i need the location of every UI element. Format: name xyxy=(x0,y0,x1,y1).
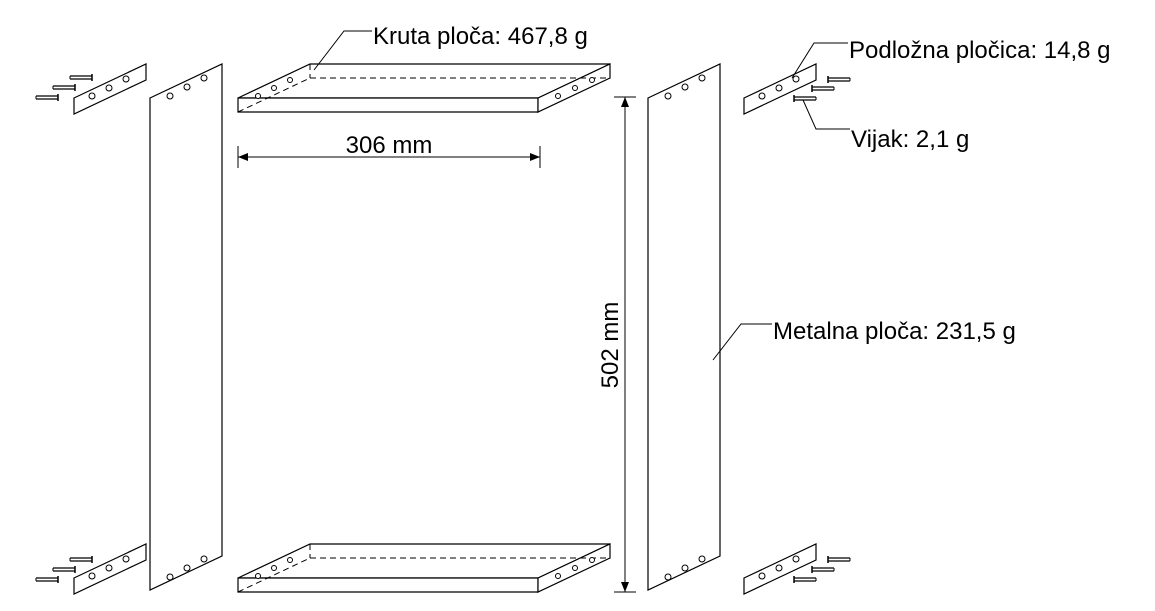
washer-plate-top-left xyxy=(73,63,147,115)
width-dimension: 306 mm xyxy=(237,132,541,168)
washer-plate-label: Podložna pločica: 14,8 g xyxy=(849,37,1111,64)
height-dimension-label: 502 mm xyxy=(597,302,624,389)
rigid-plate-label: Kruta ploča: 467,8 g xyxy=(373,23,588,50)
washer-plate-top-right xyxy=(743,63,817,115)
washer-plate-callout: Podložna pločica: 14,8 g xyxy=(791,37,1111,79)
washer-plate-bottom-right xyxy=(743,543,817,595)
bottom-rigid-plate xyxy=(237,543,611,593)
metal-plate-label: Metalna ploča: 231,5 g xyxy=(773,318,1016,345)
top-rigid-plate xyxy=(237,63,611,113)
rigid-plate-callout: Kruta ploča: 467,8 g xyxy=(313,23,588,71)
metal-plate-callout: Metalna ploča: 231,5 g xyxy=(712,318,1016,361)
width-dimension-label: 306 mm xyxy=(346,132,433,159)
right-metal-plate xyxy=(647,63,721,591)
left-metal-plate xyxy=(149,63,223,591)
screw-label: Vijak: 2,1 g xyxy=(851,126,969,153)
screw-callout: Vijak: 2,1 g xyxy=(802,99,969,153)
height-dimension: 502 mm xyxy=(597,96,636,593)
washer-plate-bottom-left xyxy=(73,543,147,595)
